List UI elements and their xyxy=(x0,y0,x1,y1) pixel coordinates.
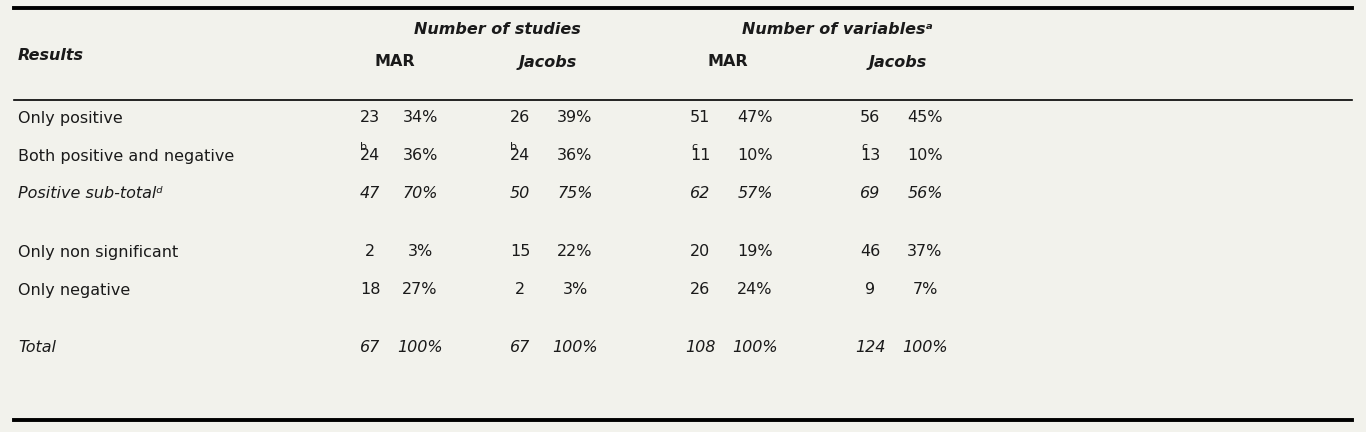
Text: 67: 67 xyxy=(510,340,530,356)
Text: 47%: 47% xyxy=(738,111,773,126)
Text: 56%: 56% xyxy=(907,187,943,201)
Text: 100%: 100% xyxy=(732,340,777,356)
Text: 36%: 36% xyxy=(403,149,437,163)
Text: 69: 69 xyxy=(859,187,880,201)
Text: Number of studies: Number of studies xyxy=(414,22,581,38)
Text: 37%: 37% xyxy=(907,245,943,260)
Text: 36%: 36% xyxy=(557,149,593,163)
Text: Total: Total xyxy=(18,340,56,356)
Text: b: b xyxy=(361,142,367,152)
Text: 3%: 3% xyxy=(563,283,587,298)
Text: 9: 9 xyxy=(865,283,876,298)
Text: 24: 24 xyxy=(510,149,530,163)
Text: MAR: MAR xyxy=(708,54,747,70)
Text: Positive sub-totalᵈ: Positive sub-totalᵈ xyxy=(18,187,163,201)
Text: 39%: 39% xyxy=(557,111,593,126)
Text: Jacobs: Jacobs xyxy=(869,54,926,70)
Text: 27%: 27% xyxy=(402,283,437,298)
Text: 70%: 70% xyxy=(402,187,437,201)
Text: 2: 2 xyxy=(515,283,525,298)
Text: Both positive and negative: Both positive and negative xyxy=(18,149,234,163)
Text: Jacobs: Jacobs xyxy=(518,54,576,70)
Text: 2: 2 xyxy=(365,245,376,260)
Text: Only non significant: Only non significant xyxy=(18,245,178,260)
Text: 56: 56 xyxy=(859,111,880,126)
Text: Number of variablesᵃ: Number of variablesᵃ xyxy=(742,22,933,38)
Text: c: c xyxy=(691,142,697,152)
Text: 100%: 100% xyxy=(552,340,598,356)
Text: 24: 24 xyxy=(359,149,380,163)
Text: 108: 108 xyxy=(684,340,716,356)
Text: 57%: 57% xyxy=(738,187,773,201)
Text: 10%: 10% xyxy=(738,149,773,163)
Text: 18: 18 xyxy=(359,283,380,298)
Text: 124: 124 xyxy=(855,340,885,356)
Text: 10%: 10% xyxy=(907,149,943,163)
Text: 45%: 45% xyxy=(907,111,943,126)
Text: 11: 11 xyxy=(690,149,710,163)
Text: 13: 13 xyxy=(859,149,880,163)
Text: 51: 51 xyxy=(690,111,710,126)
Text: 20: 20 xyxy=(690,245,710,260)
Text: 26: 26 xyxy=(690,283,710,298)
Text: 24%: 24% xyxy=(738,283,773,298)
Text: 19%: 19% xyxy=(738,245,773,260)
Text: 100%: 100% xyxy=(398,340,443,356)
Text: Only positive: Only positive xyxy=(18,111,123,126)
Text: 67: 67 xyxy=(359,340,380,356)
Text: Only negative: Only negative xyxy=(18,283,130,298)
Text: b: b xyxy=(510,142,516,152)
Text: 34%: 34% xyxy=(403,111,437,126)
Text: 50: 50 xyxy=(510,187,530,201)
Text: MAR: MAR xyxy=(374,54,415,70)
Text: 15: 15 xyxy=(510,245,530,260)
Text: 3%: 3% xyxy=(407,245,433,260)
Text: 22%: 22% xyxy=(557,245,593,260)
Text: 100%: 100% xyxy=(902,340,948,356)
Text: 47: 47 xyxy=(359,187,380,201)
Text: 46: 46 xyxy=(859,245,880,260)
Text: 26: 26 xyxy=(510,111,530,126)
Text: c: c xyxy=(861,142,867,152)
Text: 62: 62 xyxy=(690,187,710,201)
Text: 7%: 7% xyxy=(912,283,937,298)
Text: 23: 23 xyxy=(359,111,380,126)
Text: 75%: 75% xyxy=(557,187,593,201)
Text: Results: Results xyxy=(18,48,83,63)
